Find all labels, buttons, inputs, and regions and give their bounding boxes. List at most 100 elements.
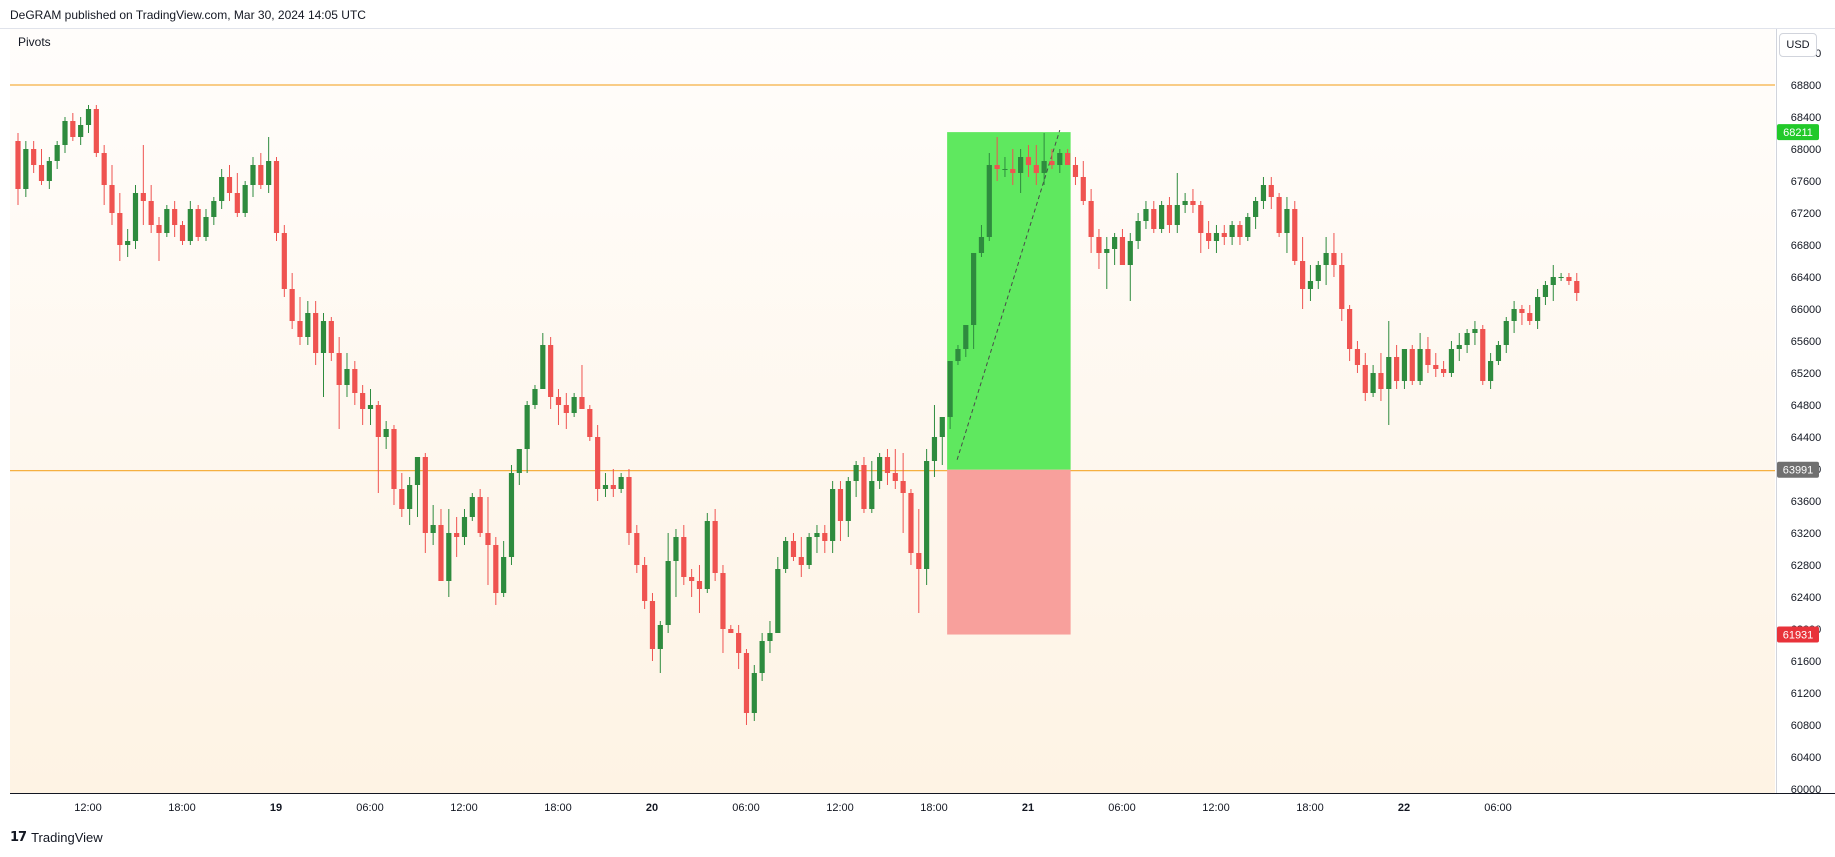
tradingview-brand[interactable]: 17 TradingView [10,830,103,845]
candle [634,525,640,573]
candle [430,505,436,545]
candle-body [1472,329,1478,333]
candle [352,361,358,405]
candle [179,221,186,245]
candle [1276,193,1282,237]
candle-body [1284,209,1290,233]
candle [1182,193,1188,213]
profit-zone[interactable] [947,132,1071,470]
candle [1127,233,1133,301]
candle [313,301,319,365]
candle-body [775,569,781,633]
long-position-tool[interactable] [947,129,1071,635]
candle-body [1182,201,1188,205]
candle [62,117,68,153]
candle [1347,305,1353,361]
candle-body [1010,169,1016,173]
candle-body [689,577,695,581]
candle [548,337,554,409]
time-tick-label: 06:00 [1108,802,1136,814]
candle [618,473,624,493]
candle [1362,353,1368,401]
candle-body [759,641,765,673]
candle [1472,321,1478,345]
price-tick-label: 64400 [1791,432,1822,444]
candle-body [602,485,609,489]
candle-body [352,369,358,393]
candle-body [1401,349,1408,381]
candle-body [1119,237,1126,265]
candle-body [783,541,789,569]
currency-button[interactable]: USD [1779,33,1817,57]
candle-body [203,217,209,237]
candle [164,205,170,237]
candle [1315,261,1321,289]
candle-body [1127,241,1133,265]
price-tick-label: 68000 [1791,144,1822,156]
candle-body [1503,321,1509,345]
loss-zone[interactable] [947,469,1071,635]
time-tick-label: 18:00 [544,802,572,814]
candle-body [728,629,734,633]
candle-body [587,409,593,437]
candle-body [1370,373,1376,393]
candle-body [375,405,381,437]
candle-body [62,121,68,145]
time-tick-label: 06:00 [356,802,384,814]
candle-body [563,405,569,413]
plot-area[interactable] [10,29,1775,793]
price-tick-label: 67200 [1791,208,1822,220]
candle [1018,149,1024,193]
candle [493,537,499,605]
candle [814,525,820,553]
candle [46,157,52,189]
candle-body [665,561,671,625]
candle-body [1378,373,1384,389]
candle-body [344,369,350,385]
candle [1041,133,1047,185]
candle [1331,233,1337,277]
time-tick-label: 12:00 [826,802,854,814]
candle-body [1495,345,1502,361]
candle [877,453,883,489]
price-tick-label: 66800 [1791,240,1822,252]
candle [1370,365,1376,397]
candle [1339,253,1345,321]
candle-body [751,673,757,713]
candle-body [109,185,115,213]
candle-body [211,201,217,217]
candle-body [485,533,491,545]
indicator-legend-pivots[interactable]: Pivots [18,35,51,49]
candle [712,509,718,581]
candle-body [1174,205,1180,225]
candle [532,385,538,409]
candle-body [1511,309,1517,321]
candle-body [1347,309,1353,349]
candle-body [1574,281,1580,293]
candle-body [971,253,977,325]
candle-body [179,225,186,241]
candle [955,345,961,365]
candle [469,493,475,521]
candle [203,209,209,241]
price-ticks: 6000060400608006120061600620006240062800… [1791,48,1822,796]
candle [649,593,656,661]
candle [1260,177,1267,209]
candlestick-chart[interactable]: 6000060400608006120061600620006240062800… [0,0,1835,822]
candle-body [1550,277,1556,285]
target-price-tag [1777,124,1819,141]
candle [508,465,515,565]
candle [1401,349,1408,389]
candle-body [649,601,656,649]
time-axis[interactable] [10,793,1835,822]
candle-body [1245,217,1251,237]
candle [1464,329,1470,353]
price-axis[interactable] [1776,29,1835,793]
time-tick-label: 22 [1398,802,1410,814]
candle-body [70,121,76,137]
candle-body [947,361,953,417]
candle [978,225,985,257]
candle-body [1535,297,1541,321]
candle [1354,341,1361,373]
candle-body [1527,313,1533,321]
